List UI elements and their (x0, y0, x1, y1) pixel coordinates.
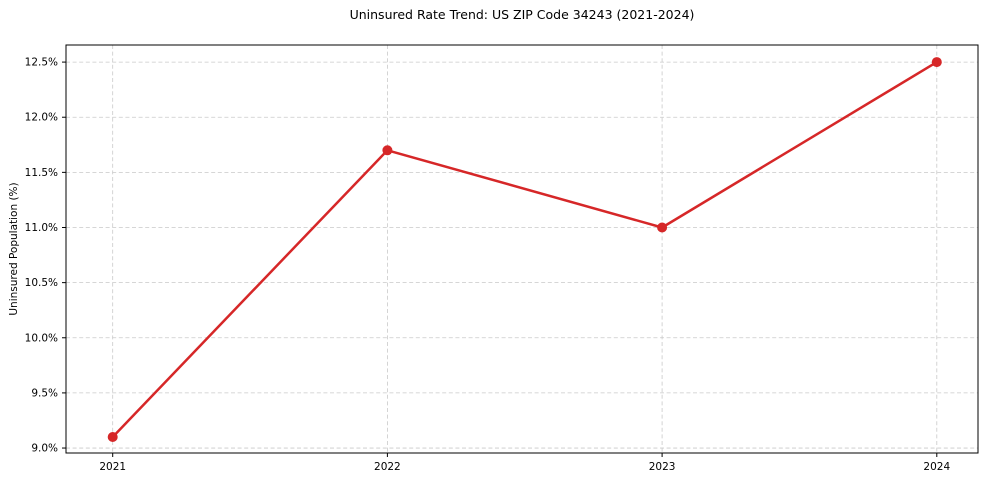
y-tick-label: 11.5% (25, 167, 58, 179)
data-point-2022 (382, 145, 393, 156)
x-tick-label: 2024 (923, 461, 950, 473)
x-tick-label: 2021 (99, 461, 126, 473)
data-point-2023 (657, 222, 668, 233)
trend-line (111, 60, 939, 439)
y-tick-label: 10.5% (25, 277, 58, 289)
y-axis-label: Uninsured Population (%) (8, 182, 20, 316)
data-point-2021 (107, 432, 118, 443)
x-tick-label: 2023 (649, 461, 676, 473)
data-point-2024 (931, 57, 942, 68)
chart-title: Uninsured Rate Trend: US ZIP Code 34243 … (349, 7, 695, 22)
y-tick-label: 9.5% (31, 387, 58, 399)
y-tick-label: 12.0% (25, 112, 58, 124)
y-tick-label: 12.5% (25, 57, 58, 69)
y-tick-label: 11.0% (25, 222, 58, 234)
plot-border (65, 44, 979, 454)
y-tick-label: 10.0% (25, 332, 58, 344)
x-tick-label: 2022 (374, 461, 401, 473)
y-tick-label: 9.0% (31, 443, 58, 455)
